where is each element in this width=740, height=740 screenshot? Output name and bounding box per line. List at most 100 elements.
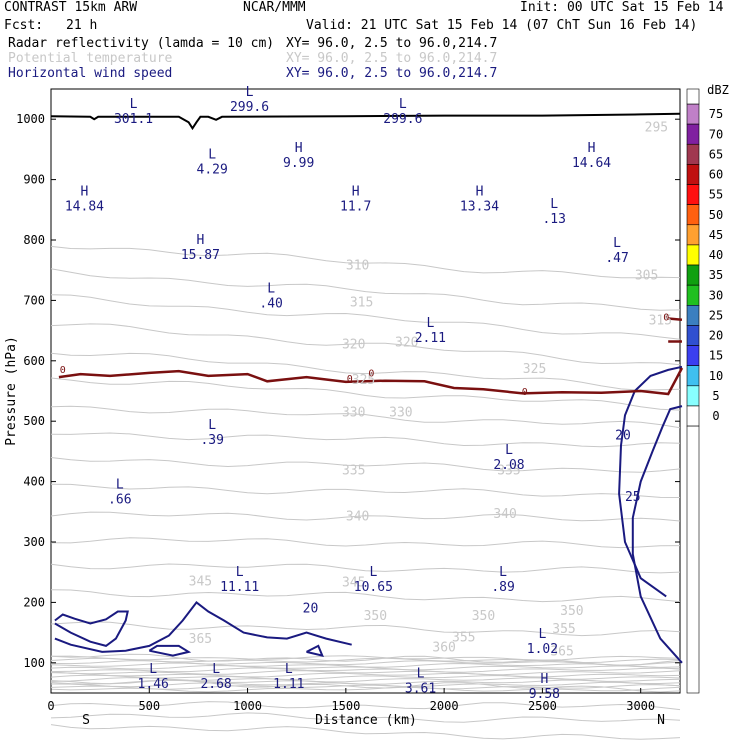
extremum-value: 9.58	[529, 687, 560, 702]
extremum-kind: L	[212, 662, 220, 677]
zero-label: 0	[60, 365, 66, 376]
theta-contour	[50, 672, 681, 678]
theta-contour	[50, 667, 681, 673]
theta-contour	[50, 268, 681, 311]
extremum-value: .47	[605, 251, 628, 266]
colorbar-label: 0	[712, 409, 719, 423]
theta-contour	[50, 662, 681, 668]
colorbar-swatch	[686, 284, 700, 306]
colorbar-label: 65	[709, 147, 723, 161]
theta-label: 365	[550, 645, 573, 660]
extremum-value: 3.61	[405, 682, 436, 697]
theta-contour	[50, 511, 681, 522]
wind-contour	[54, 600, 352, 653]
field-xy-reflectivity: XY= 96.0, 2.5 to 96.0,214.7	[286, 36, 498, 51]
colorbar-label: 10	[709, 369, 723, 383]
colorbar-swatch	[686, 365, 700, 387]
wind-contour	[148, 644, 192, 657]
extremum-value: 299.6	[230, 100, 269, 115]
theta-contour	[50, 323, 681, 366]
zero-isotherm	[58, 317, 684, 396]
colorbar-swatch	[686, 244, 700, 266]
valid-time: Valid: 21 UTC Sat 15 Feb 14 (07 ChT Sun …	[306, 18, 698, 33]
colorbar-swatch	[686, 425, 700, 694]
y-tick-label: 900	[23, 173, 45, 187]
theta-contour	[50, 405, 681, 429]
theta-label: 310	[346, 259, 369, 274]
extremum-kind: L	[505, 443, 513, 458]
theta-contour	[50, 677, 681, 683]
x-tick-label: 1000	[233, 699, 262, 713]
extremum-value: 11.7	[340, 200, 371, 215]
colorbar-swatch	[686, 123, 700, 145]
wind-label: 20	[303, 602, 319, 617]
theta-label: 320	[395, 335, 418, 350]
colorbar-swatch	[686, 224, 700, 246]
theta-contour	[50, 653, 681, 666]
extremum-kind: L	[399, 97, 407, 112]
colorbar-unit: dBZ	[707, 83, 729, 97]
theta-label: 335	[497, 463, 520, 478]
theta-contour	[50, 352, 681, 391]
y-axis-title: Pressure (hPa)	[4, 336, 19, 446]
theta-label: 315	[350, 295, 373, 310]
extremum-kind: L	[613, 236, 621, 251]
colorbar-label: 15	[709, 349, 723, 363]
colorbar-swatch	[686, 164, 700, 185]
colorbar-label: 25	[709, 308, 723, 322]
theta-contour	[50, 621, 681, 637]
extremum-kind: L	[116, 478, 124, 493]
zero-isotherm-line	[58, 367, 684, 396]
extremum-kind: H	[540, 672, 548, 687]
extremum-kind: L	[538, 627, 546, 642]
theta-label: 315	[649, 314, 672, 329]
field-xy-theta: XY= 96.0, 2.5 to 96.0,214.7	[286, 51, 498, 66]
extremum-value: .13	[542, 212, 565, 227]
colorbar-swatch	[686, 405, 700, 427]
theta-label: 335	[342, 463, 365, 478]
theta-contour	[50, 537, 681, 549]
theta-contour	[50, 657, 681, 664]
colorbar-swatch	[686, 264, 700, 286]
extremum-value: 301.1	[114, 112, 153, 127]
theta-contour	[50, 377, 681, 411]
extremum-kind: L	[149, 662, 157, 677]
extremum-value: 13.34	[460, 200, 499, 215]
theta-contour	[50, 684, 681, 690]
model-title: CONTRAST 15km ARW	[4, 0, 138, 15]
extremum-value: 4.29	[197, 162, 228, 177]
init-time: Init: 00 UTC Sat 15 Feb 14	[520, 0, 724, 15]
theta-label: 350	[560, 604, 583, 619]
theta-contour	[50, 294, 681, 340]
theta-contour	[50, 563, 681, 574]
zero-isotherm-line	[668, 317, 683, 343]
extremum-value: .40	[259, 296, 282, 311]
extremum-kind: L	[285, 662, 293, 677]
extremum-kind: L	[208, 418, 216, 433]
extremum-kind: L	[426, 316, 434, 331]
field-name-reflectivity: Radar reflectivity (lamda = 10 cm)	[8, 36, 275, 51]
y-tick-label: 800	[23, 233, 45, 247]
terrain-profile	[50, 112, 681, 131]
extremum-value: 14.64	[572, 156, 611, 171]
extremum-value: 2.11	[415, 331, 446, 346]
wind-contour	[618, 365, 683, 598]
colorbar-swatch	[686, 143, 700, 165]
theta-label: 295	[645, 120, 668, 135]
theta-contour	[50, 712, 681, 723]
extremum-value: .66	[108, 493, 131, 508]
extremum-kind: L	[246, 85, 254, 100]
fcst-label: Fcst:	[4, 18, 44, 33]
colorbar-label: 55	[709, 188, 723, 202]
colorbar-label: 30	[709, 288, 723, 302]
theta-label: 355	[552, 622, 575, 637]
x-tick-label: 2000	[430, 699, 459, 713]
theta-label: 340	[493, 507, 516, 522]
colorbar-swatch	[686, 385, 700, 407]
theta-contours	[50, 245, 681, 740]
x-tick-label: 1500	[331, 699, 360, 713]
theta-contour	[50, 483, 681, 498]
